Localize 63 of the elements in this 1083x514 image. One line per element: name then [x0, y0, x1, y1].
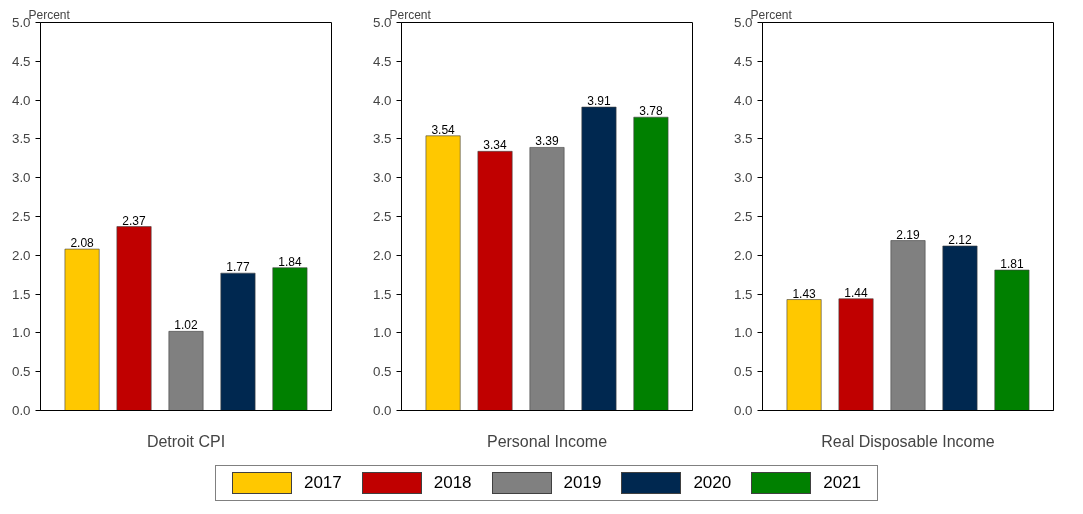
bar	[168, 331, 204, 411]
y-tick-label: 3.0	[733, 170, 753, 186]
y-tick-label: 4.0	[733, 92, 753, 108]
y-tick-label: 1.5	[11, 286, 31, 302]
y-tick-label: 2.5	[733, 209, 753, 224]
y-tick-label: 4.0	[372, 92, 392, 108]
data-label: 2.08	[70, 236, 95, 251]
data-label: 2.37	[122, 213, 147, 228]
y-tick-label: 0.0	[733, 403, 753, 418]
legend-label: 2019	[563, 472, 602, 494]
legend-label: 2020	[693, 472, 732, 494]
y-tick-label: 4.5	[11, 53, 31, 69]
data-label: 1.84	[278, 254, 302, 269]
legend-label: 2021	[823, 472, 862, 494]
y-tick-label: 1.5	[733, 286, 753, 302]
y-tick-label: 0.0	[372, 403, 392, 418]
y-tick-label: 1.0	[372, 325, 392, 341]
data-label: 3.39	[535, 134, 559, 149]
y-tick-label: 2.5	[372, 209, 392, 224]
bar	[116, 226, 152, 411]
data-label: 2.12	[948, 232, 972, 247]
y-tick-label: 1.0	[11, 325, 31, 341]
y-tick-label: 3.0	[11, 170, 31, 186]
data-label: 3.54	[431, 122, 456, 137]
y-tick-label: 1.0	[733, 325, 753, 341]
bar	[220, 272, 256, 411]
bar	[890, 240, 926, 411]
x-axis-title: Real Disposable Income	[821, 432, 995, 450]
y-tick-label: 4.5	[733, 53, 753, 69]
data-label: 1.43	[792, 286, 817, 301]
x-axis-title: Detroit CPI	[146, 432, 226, 450]
y-tick-label: 3.5	[372, 131, 392, 147]
y-tick-label: 0.5	[372, 364, 392, 380]
y-tick-label: 2.0	[11, 247, 31, 263]
data-label: 2.19	[896, 227, 920, 242]
y-tick-label: 2.0	[733, 247, 753, 263]
bar	[838, 298, 874, 411]
y-tick-label: 0.0	[11, 403, 31, 418]
y-tick-label: 0.5	[11, 364, 31, 380]
data-label: 3.91	[587, 94, 611, 109]
legend-label: 2018	[433, 472, 472, 494]
bar	[64, 248, 100, 411]
data-label: 1.81	[1000, 257, 1024, 272]
bar	[786, 299, 822, 411]
data-label: 1.77	[226, 260, 250, 275]
data-label: 3.34	[483, 138, 508, 153]
y-tick-label: 2.0	[372, 247, 392, 263]
legend-label: 2017	[303, 472, 342, 494]
y-tick-label: 3.5	[733, 131, 753, 147]
bar	[942, 245, 978, 411]
y-tick-label: 2.5	[11, 209, 31, 224]
data-label: 3.78	[639, 104, 663, 119]
y-tick-label: 4.5	[372, 53, 392, 69]
x-axis-title: Personal Income	[486, 432, 608, 450]
bar	[272, 267, 308, 411]
data-label: 1.02	[174, 318, 198, 333]
y-tick-label: 3.5	[11, 131, 31, 147]
y-tick-label: 0.5	[733, 364, 753, 380]
y-tick-label: 1.5	[372, 286, 392, 302]
bar	[994, 269, 1030, 411]
data-label: 1.44	[844, 285, 869, 300]
y-tick-label: 3.0	[372, 170, 392, 186]
y-tick-label: 4.0	[11, 92, 31, 108]
